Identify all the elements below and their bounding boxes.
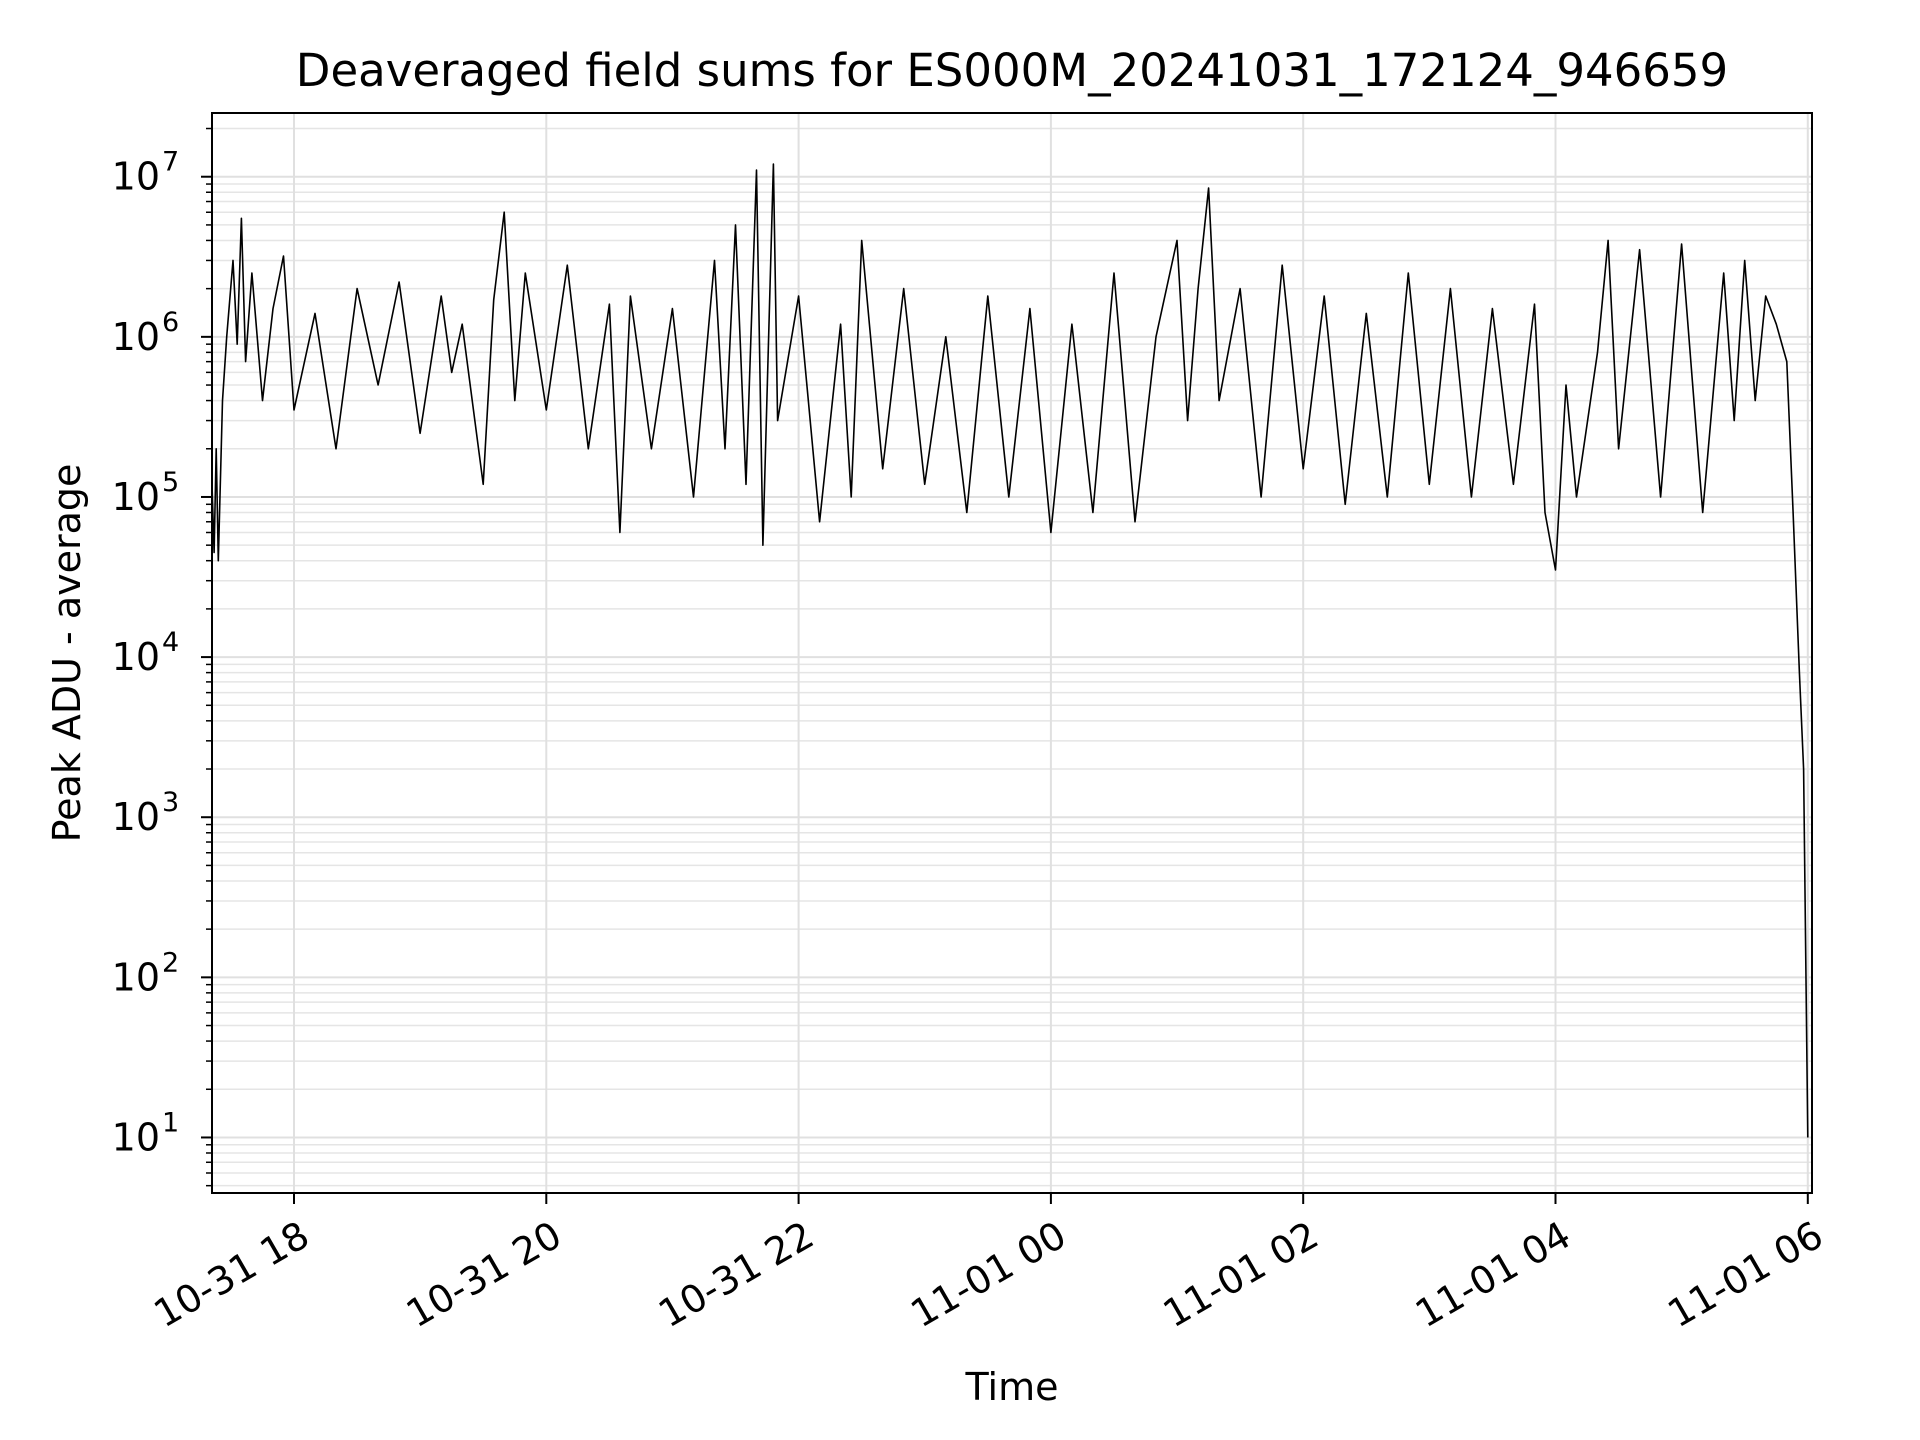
y-tick-exponent: 4 <box>162 627 179 658</box>
chart-title: Deaveraged field sums for ES000M_2024103… <box>296 44 1728 97</box>
y-tick-exponent: 1 <box>162 1107 179 1138</box>
y-tick-exponent: 3 <box>162 787 179 818</box>
y-axis-label: Peak ADU - average <box>45 464 89 843</box>
y-tick-label: 10 <box>112 315 160 359</box>
y-tick-exponent: 5 <box>162 467 179 498</box>
plot-frame <box>211 112 1813 1194</box>
y-tick-label: 10 <box>112 635 160 679</box>
y-tick-exponent: 6 <box>162 307 179 338</box>
series-line-0 <box>211 163 1809 1138</box>
y-tick-label: 10 <box>112 1115 160 1159</box>
y-tick-exponent: 2 <box>162 947 179 978</box>
series-layer <box>211 163 1809 1138</box>
x-axis-label: Time <box>965 1365 1059 1409</box>
y-tick-label: 10 <box>112 475 160 519</box>
y-tick-exponent: 7 <box>162 147 179 178</box>
y-tick-label: 10 <box>112 795 160 839</box>
y-tick-label: 10 <box>112 155 160 199</box>
y-tick-label: 10 <box>112 955 160 999</box>
